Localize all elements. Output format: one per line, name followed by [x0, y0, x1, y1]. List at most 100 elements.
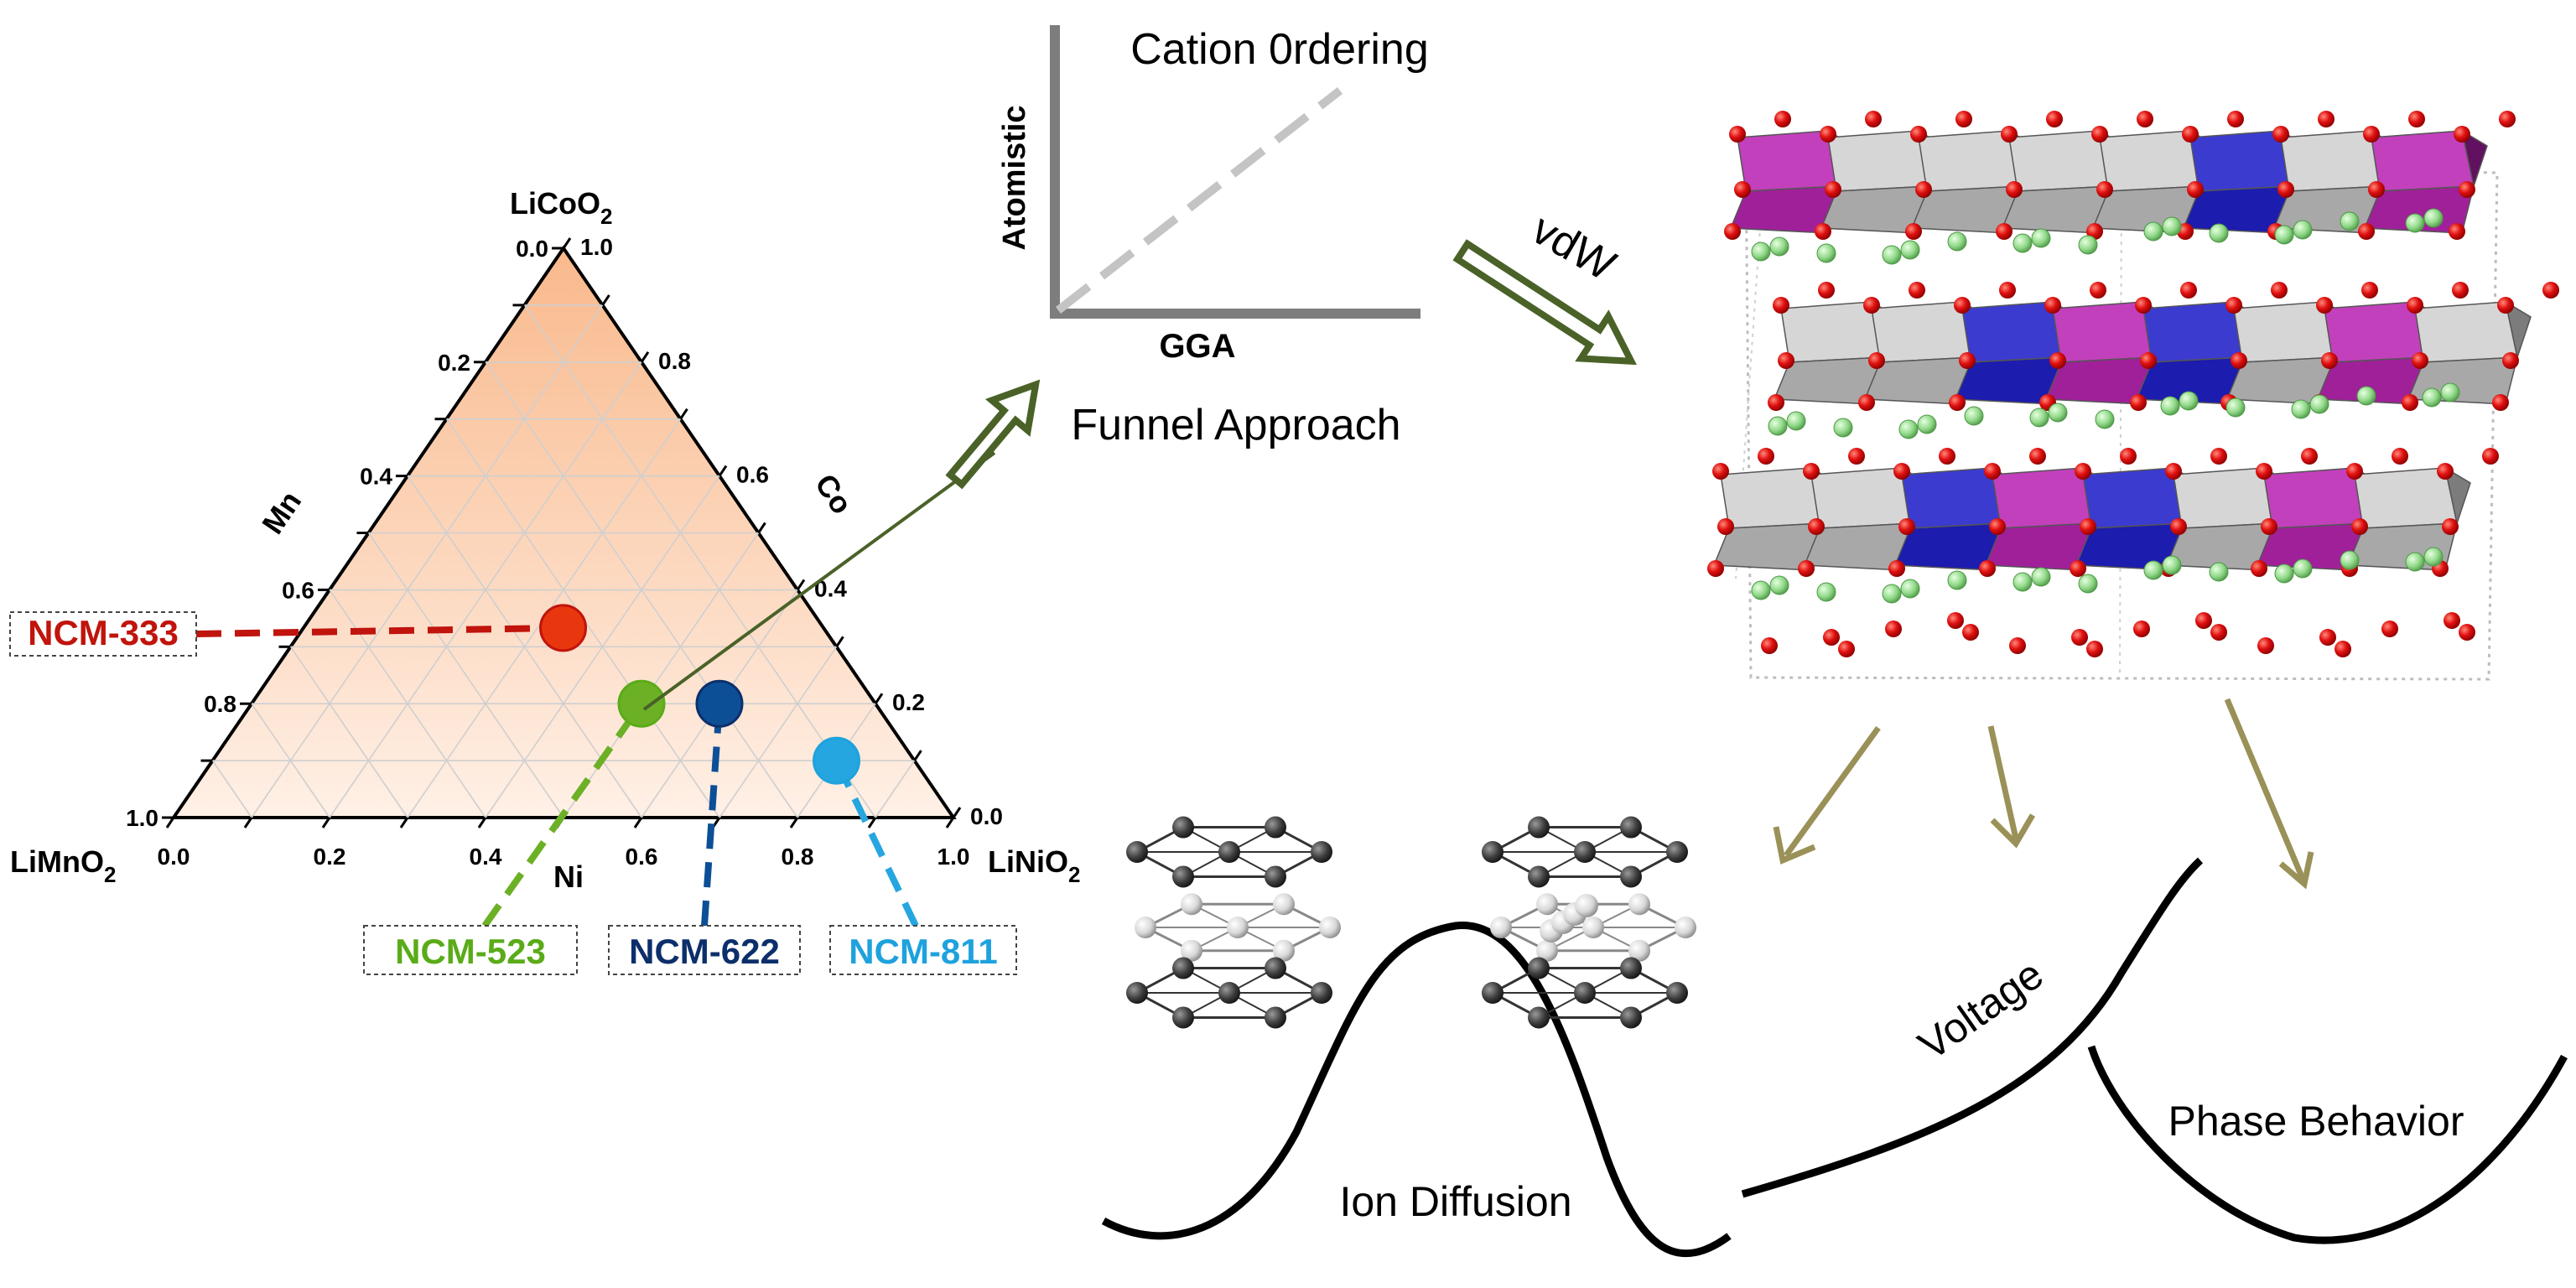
- oxygen-atom: [2482, 448, 2499, 465]
- oxygen-atom: [1959, 352, 1976, 369]
- hollow-arrow-vdw: [1452, 239, 1637, 366]
- oxygen-atom: [2044, 297, 2061, 314]
- lithium-atom: [2440, 382, 2460, 402]
- ion-diffusion-label: Ion Diffusion: [1339, 1178, 1571, 1225]
- oxygen-atom: [1939, 448, 1955, 465]
- composition-label: NCM-622: [629, 932, 780, 971]
- tick-mark: [321, 817, 331, 828]
- oxygen-atom: [1825, 181, 1841, 198]
- oxygen-atom: [2096, 181, 2113, 198]
- lithium-site-atom: [1273, 939, 1295, 962]
- funnel-title: Cation 0rdering: [1130, 25, 1429, 74]
- lithium-atom: [1947, 570, 1967, 590]
- vdw-label: vdW: [1524, 205, 1623, 290]
- oxygen-atom: [1734, 181, 1751, 198]
- ternary-ticks: 0.00.0 1.00.20.2 0.80.40.4 0.60.60.6 0.40.80…: [126, 234, 1003, 870]
- oxygen-atom: [1761, 637, 1778, 654]
- tick-label-ni: 0.6: [626, 844, 658, 870]
- tick-mark: [945, 817, 955, 828]
- lithium-site-atom: [1273, 893, 1295, 916]
- tick-label-ni: 1.0: [937, 844, 970, 870]
- oxygen-atom: [1893, 463, 1910, 480]
- funnel-x-label: GGA: [1159, 328, 1235, 365]
- composition-point: [695, 679, 744, 728]
- oxygen-atom: [2346, 463, 2363, 480]
- tick-mark: [952, 807, 962, 818]
- oxygen-atom: [2368, 181, 2385, 198]
- oxygen-atom: [1996, 223, 2012, 240]
- tick-mark: [601, 294, 610, 306]
- tick-mark: [835, 636, 844, 648]
- unit-cell-edge: [2119, 165, 2122, 678]
- composition-label-box: [608, 925, 801, 975]
- oxygen-atom: [1955, 111, 1972, 127]
- oxygen-atom: [2502, 352, 2519, 369]
- lithium-site-atom: [1181, 893, 1202, 916]
- oxygen-atom: [2499, 111, 2516, 127]
- voltage-panel: Voltage: [1741, 857, 2204, 1198]
- tick-mark: [165, 817, 175, 828]
- tick-label-co: 0.0: [970, 803, 1003, 829]
- oxygen-atom: [1954, 297, 1971, 314]
- lithium-atom: [2405, 213, 2425, 233]
- oxygen-atom: [2402, 394, 2418, 411]
- oxygen-atom: [2046, 111, 2063, 127]
- oxygen-atom: [2090, 282, 2106, 299]
- oxygen-atom: [2180, 282, 2197, 299]
- metal-atom: [1172, 957, 1194, 979]
- funnel-arrow: [642, 379, 1041, 711]
- lithium-atom: [2274, 225, 2294, 245]
- oxygen-atom: [2442, 518, 2459, 535]
- oxygen-atom: [2075, 463, 2091, 480]
- voltage-curve: [1741, 857, 2204, 1198]
- composition-label-box: [9, 611, 197, 657]
- lithium-atom: [2031, 228, 2051, 248]
- lithium-atom: [2340, 211, 2360, 231]
- tick-mark: [633, 817, 643, 828]
- oxygen-atom: [1962, 624, 1979, 641]
- oxygen-atom: [2272, 126, 2289, 143]
- lithium-atom: [2048, 402, 2068, 423]
- lithium-atom: [2209, 562, 2229, 582]
- oxygen-atom: [2133, 621, 2150, 637]
- oxygen-atom: [2257, 637, 2274, 654]
- oxygen-atom: [2091, 126, 2108, 143]
- oxygen-atom: [1915, 181, 1932, 198]
- corner-label-right: LiNiO2: [988, 844, 1080, 887]
- oxygen-atom: [2006, 181, 2023, 198]
- lithium-atom: [2143, 560, 2163, 580]
- oxygen-atom: [2444, 612, 2460, 629]
- oxygen-atom: [1858, 394, 1875, 411]
- lithium-atom: [2291, 399, 2311, 419]
- oxygen-atom: [1910, 126, 1927, 143]
- metal-atom: [1126, 982, 1148, 1004]
- phase-behavior-label: Phase Behavior: [2168, 1098, 2464, 1145]
- oxygen-atom: [1885, 621, 1902, 637]
- leader-line: [481, 701, 645, 928]
- composition-label: NCM-811: [849, 932, 997, 971]
- funnel-y-label: Atomistic: [997, 105, 1032, 250]
- lithium-atom: [1751, 242, 1771, 262]
- oxygen-atom: [2334, 641, 2351, 657]
- tick-label-ni: 0.0: [158, 844, 190, 870]
- lithium-atom: [2422, 387, 2442, 408]
- tick-mark: [718, 465, 728, 477]
- oxygen-atom: [2120, 448, 2137, 465]
- oxygen-atom: [1768, 394, 1784, 411]
- oxygen-atom: [2449, 223, 2465, 240]
- oxygen-atom: [2407, 297, 2423, 314]
- metal-atom: [1528, 957, 1550, 979]
- metal-atom: [1265, 957, 1286, 979]
- metal-atom: [1126, 841, 1148, 863]
- lithium-atom: [1900, 579, 1920, 599]
- axis-title-mn: Mn: [255, 485, 308, 540]
- metal-atom: [1528, 1006, 1550, 1029]
- metal-atom: [1265, 1006, 1286, 1029]
- composition-point: [617, 679, 666, 728]
- oxygen-atom: [2049, 352, 2066, 369]
- lithium-site-atom: [1490, 917, 1512, 938]
- lithium-atom: [2012, 233, 2033, 253]
- lithium-atom: [2029, 408, 2049, 428]
- metal-atom: [1666, 841, 1688, 863]
- tick-label-ni: 0.8: [782, 844, 814, 870]
